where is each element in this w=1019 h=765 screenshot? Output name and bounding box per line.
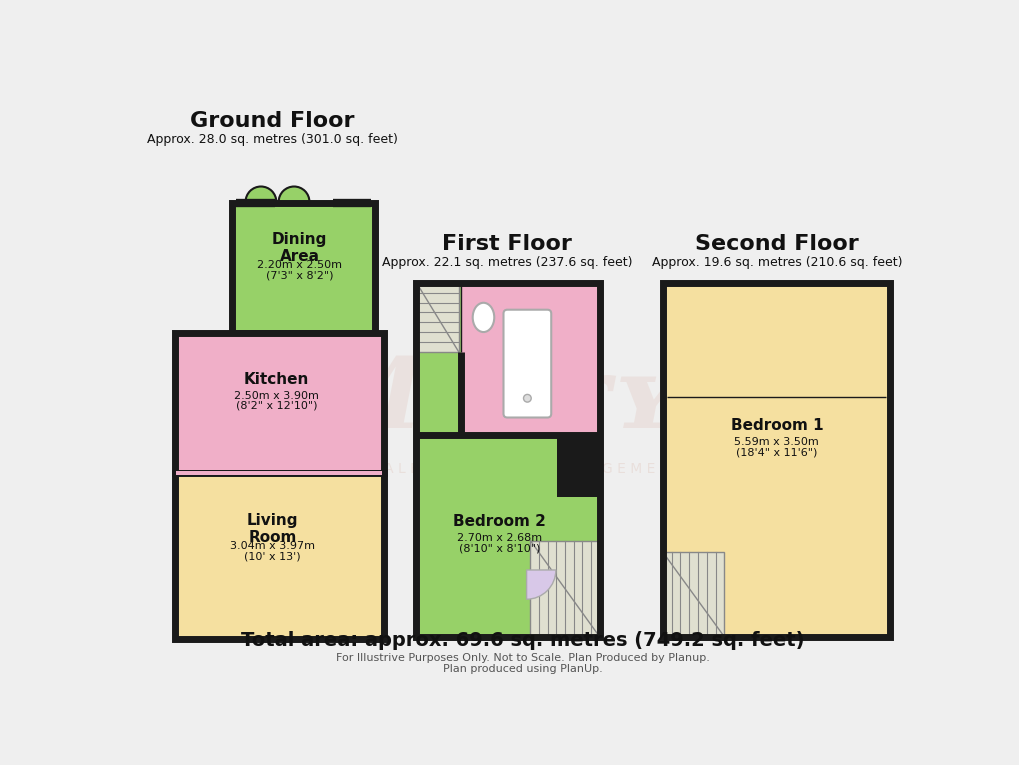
Bar (232, 203, 375, 333)
Wedge shape (202, 584, 228, 611)
Wedge shape (246, 187, 276, 202)
Bar (530, 541, 599, 637)
Circle shape (523, 395, 531, 402)
Bar (330, 340, 372, 402)
Ellipse shape (472, 303, 494, 332)
Bar (662, 552, 723, 637)
Bar (174, 473, 384, 639)
Text: Plan produced using PlanUp.: Plan produced using PlanUp. (442, 664, 602, 674)
Bar (662, 552, 723, 637)
Text: Ground Floor: Ground Floor (191, 111, 355, 131)
Bar (176, 471, 381, 475)
Bar (662, 283, 890, 637)
Bar (174, 333, 384, 473)
Bar (174, 473, 384, 639)
Text: 2.70m x 2.68m: 2.70m x 2.68m (457, 533, 542, 543)
Bar (662, 283, 890, 637)
Text: (8'2" x 12'10"): (8'2" x 12'10") (235, 401, 317, 411)
Bar (530, 541, 599, 637)
Circle shape (330, 340, 342, 352)
Wedge shape (278, 187, 309, 202)
Text: Approx. 28.0 sq. metres (301.0 sq. feet): Approx. 28.0 sq. metres (301.0 sq. feet) (147, 133, 397, 146)
Text: Approx. 22.1 sq. metres (237.6 sq. feet): Approx. 22.1 sq. metres (237.6 sq. feet) (382, 256, 632, 269)
Bar (232, 203, 375, 333)
Bar (556, 435, 599, 496)
Circle shape (346, 340, 359, 352)
Text: Kitchen: Kitchen (244, 372, 309, 386)
Bar (461, 283, 599, 435)
Bar (416, 283, 461, 435)
Text: (10' x 13'): (10' x 13') (244, 551, 301, 561)
Bar (174, 333, 230, 406)
Text: Dining
Area: Dining Area (271, 232, 327, 265)
Text: S A L E S   L E T T I N G   M A N A G E M E N T: S A L E S L E T T I N G M A N A G E M E … (370, 462, 682, 476)
Text: (8'10" x 8'10"): (8'10" x 8'10") (459, 543, 540, 553)
Text: Total area: approx. 69.6 sq. metres (749.2 sq. feet): Total area: approx. 69.6 sq. metres (749… (240, 630, 804, 649)
Text: For Illustrive Purposes Only. Not to Scale. Plan Produced by Planup.: For Illustrive Purposes Only. Not to Sca… (335, 653, 709, 662)
Circle shape (330, 363, 342, 375)
Text: 3.04m x 3.97m: 3.04m x 3.97m (229, 541, 315, 551)
Bar (174, 333, 230, 406)
Text: (7'3" x 8'2"): (7'3" x 8'2") (265, 270, 333, 280)
Text: Mabrʏs: Mabrʏs (313, 352, 740, 448)
Bar (416, 283, 599, 637)
Circle shape (346, 363, 359, 375)
Text: (18'4" x 11'6"): (18'4" x 11'6") (736, 448, 817, 457)
Bar (174, 333, 384, 473)
Text: 2.50m x 3.90m: 2.50m x 3.90m (233, 391, 319, 401)
Text: Second Floor: Second Floor (694, 234, 858, 254)
Bar (416, 283, 459, 352)
Text: Bedroom 1: Bedroom 1 (730, 418, 822, 433)
Text: First Floor: First Floor (442, 234, 572, 254)
Bar (416, 435, 599, 637)
Text: Bedroom 2: Bedroom 2 (452, 514, 545, 529)
Wedge shape (526, 570, 555, 599)
Text: Living
Room: Living Room (247, 513, 298, 545)
Text: 5.59m x 3.50m: 5.59m x 3.50m (734, 437, 818, 448)
FancyBboxPatch shape (503, 310, 550, 418)
Text: Approx. 19.6 sq. metres (210.6 sq. feet): Approx. 19.6 sq. metres (210.6 sq. feet) (651, 256, 901, 269)
Text: 2.20m x 2.50m: 2.20m x 2.50m (257, 260, 341, 270)
Bar (416, 283, 459, 352)
